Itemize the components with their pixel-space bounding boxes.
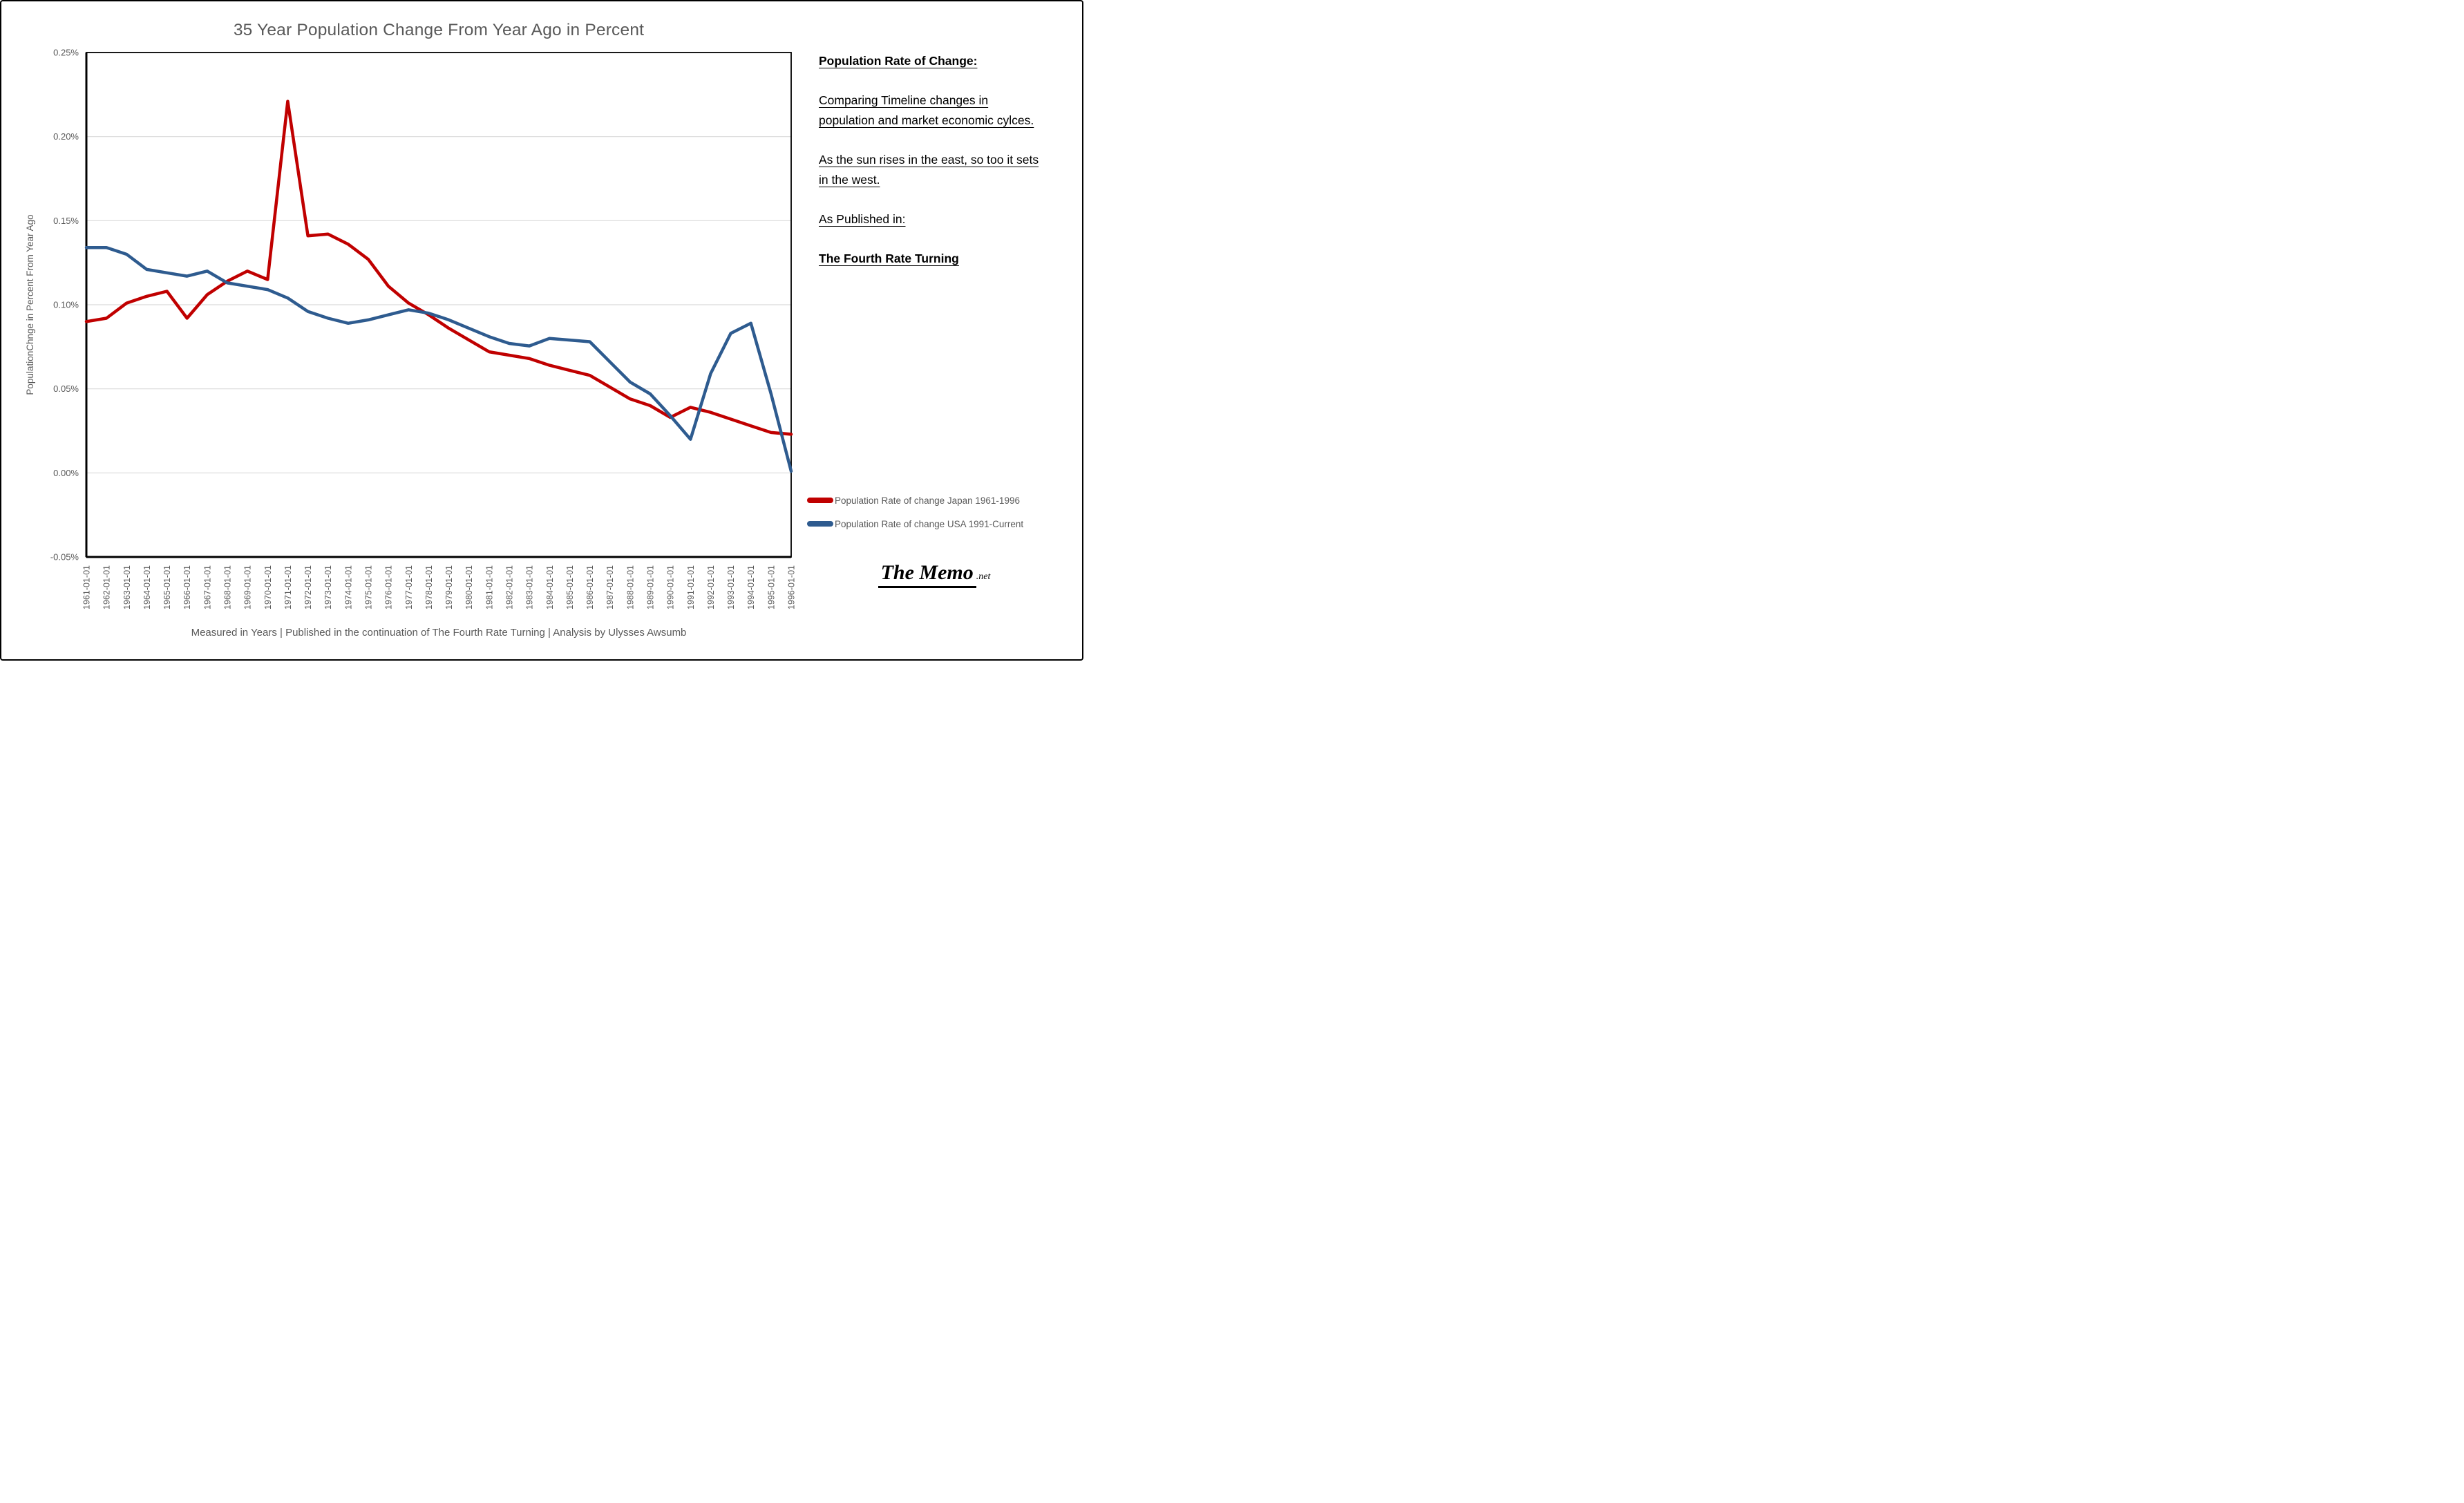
x-tick-label: 1981-01-01: [484, 565, 494, 609]
x-tick-label: 1988-01-01: [625, 565, 635, 609]
x-tick-label: 1982-01-01: [505, 565, 515, 609]
x-tick-label: 1990-01-01: [666, 565, 676, 609]
x-tick-label: 1963-01-01: [122, 565, 132, 609]
x-tick-label: 1993-01-01: [726, 565, 736, 609]
y-tick-label: 0.25%: [53, 48, 79, 58]
side-note-sun: As the sun rises in the east, so too it …: [819, 153, 1039, 187]
x-tick-label: 1970-01-01: [263, 565, 273, 609]
x-tick-label: 1980-01-01: [464, 565, 474, 609]
line-chart-canvas: 0.25% 0.20% 0.15% 0.10% 0.05% 0.00% -0.05%1961…: [25, 48, 797, 609]
x-tick-label: 1978-01-01: [424, 565, 434, 609]
x-tick-label: 1968-01-01: [223, 565, 233, 609]
legend-label-japan: Population Rate of change Japan 1961-199…: [835, 495, 1020, 506]
legend-swatch-japan-icon: [807, 498, 833, 503]
side-note-comparing: Comparing Timeline changes in population…: [819, 93, 1034, 127]
legend-swatch-usa-icon: [807, 521, 833, 527]
y-tick-label: 0.05%: [53, 384, 79, 394]
side-note-heading: Population Rate of Change:: [819, 54, 978, 68]
y-tick-label: -0.05%: [50, 552, 79, 563]
x-tick-label: 1991-01-01: [686, 565, 696, 609]
y-axis-title: PopulationChnge in Percent From Year Ago: [25, 214, 35, 395]
y-tick-label: 0.20%: [53, 131, 79, 142]
legend-label-usa: Population Rate of change USA 1991-Curre…: [835, 518, 1024, 529]
the-memo-logo-main: The Memo: [878, 561, 976, 588]
x-tick-label: 1995-01-01: [766, 565, 776, 609]
x-tick-label: 1974-01-01: [343, 565, 353, 609]
x-tick-label: 1973-01-01: [323, 565, 333, 609]
x-tick-label: 1961-01-01: [82, 565, 92, 609]
legend-item-usa: Population Rate of change USA 1991-Curre…: [807, 517, 1078, 531]
screenshot-frame: 35 Year Population Change From Year Ago …: [0, 0, 1083, 661]
chart-legend: Population Rate of change Japan 1961-199…: [807, 493, 1078, 531]
x-tick-label: 1989-01-01: [646, 565, 656, 609]
x-tick-label: 1971-01-01: [283, 565, 293, 609]
x-tick-label: 1964-01-01: [142, 565, 152, 609]
x-tick-label: 1987-01-01: [605, 565, 615, 609]
the-memo-logo: The Memo .net: [862, 561, 1007, 588]
side-note-panel: Population Rate of Change: Comparing Tim…: [819, 51, 1047, 288]
x-tick-label: 1965-01-01: [162, 565, 172, 609]
x-tick-label: 1966-01-01: [182, 565, 192, 609]
x-tick-label: 1996-01-01: [787, 565, 797, 609]
y-tick-label: 0.10%: [53, 300, 79, 310]
the-memo-logo-suffix: .net: [976, 571, 991, 582]
x-tick-label: 1967-01-01: [202, 565, 212, 609]
x-tick-label: 1985-01-01: [565, 565, 575, 609]
chart-footer-caption: Measured in Years | Published in the con…: [191, 627, 687, 639]
x-tick-label: 1975-01-01: [364, 565, 374, 609]
chart-title: 35 Year Population Change From Year Ago …: [233, 21, 645, 39]
side-note-book-title: The Fourth Rate Turning: [819, 252, 959, 265]
x-tick-label: 1976-01-01: [384, 565, 394, 609]
x-tick-label: 1972-01-01: [303, 565, 313, 609]
x-tick-label: 1977-01-01: [404, 565, 414, 609]
series-line-usa: [84, 246, 793, 473]
legend-item-japan: Population Rate of change Japan 1961-199…: [807, 493, 1078, 507]
series-line-japan: [84, 100, 793, 436]
x-tick-label: 1983-01-01: [525, 565, 535, 609]
x-tick-label: 1986-01-01: [585, 565, 595, 609]
x-tick-label: 1969-01-01: [243, 565, 253, 609]
y-tick-label: 0.00%: [53, 468, 79, 478]
x-tick-label: 1979-01-01: [444, 565, 454, 609]
x-tick-label: 1984-01-01: [545, 565, 555, 609]
x-tick-label: 1992-01-01: [706, 565, 716, 609]
x-tick-label: 1994-01-01: [746, 565, 756, 609]
y-tick-label: 0.15%: [53, 216, 79, 226]
x-tick-label: 1962-01-01: [102, 565, 112, 609]
side-note-published: As Published in:: [819, 212, 906, 226]
